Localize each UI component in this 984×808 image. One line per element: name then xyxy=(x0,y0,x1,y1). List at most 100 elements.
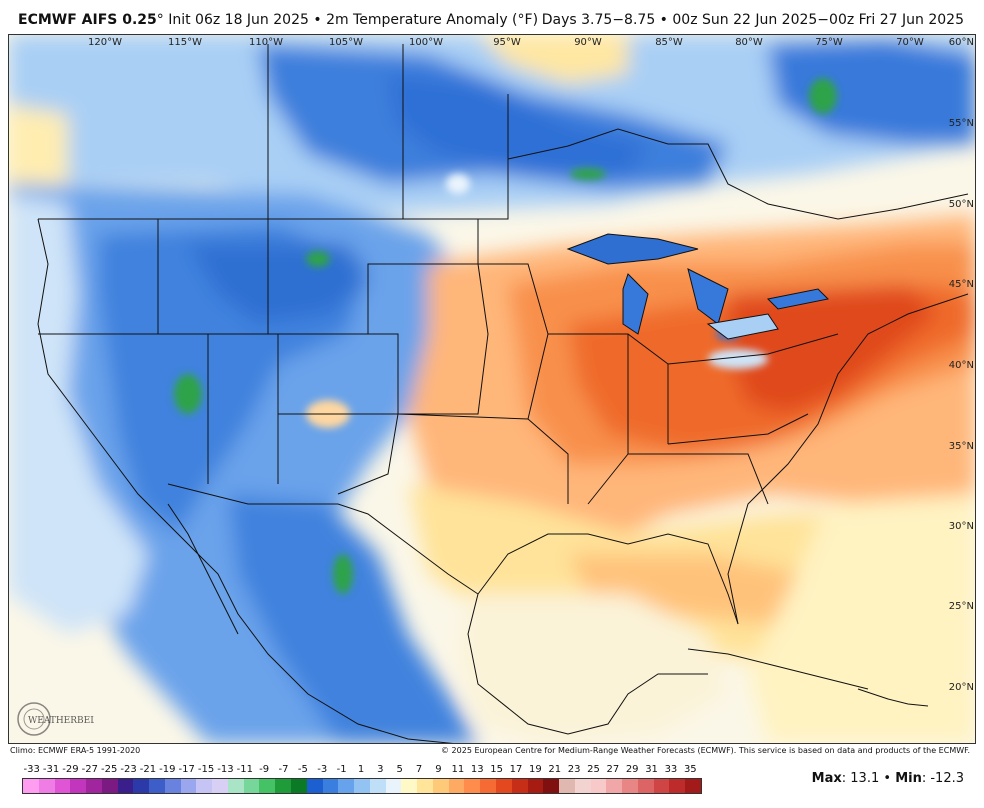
weatherbell-logo-mark: WEATHERBELL xyxy=(17,702,102,736)
lat-label: 60°N xyxy=(949,37,974,48)
color-swatch xyxy=(669,779,686,793)
logo-text: WEATHERBELL xyxy=(28,716,94,726)
stats-separator: • xyxy=(883,771,892,786)
lat-label: 45°N xyxy=(949,279,974,290)
lon-label: 120°W xyxy=(88,37,122,48)
max-min-stats: Max: 13.1 • Min: -12.3 xyxy=(811,771,964,786)
political-boundaries xyxy=(37,44,969,744)
color-scale-label: -11 xyxy=(236,764,253,775)
color-scale-label: -25 xyxy=(100,764,118,775)
min-label: Min xyxy=(895,771,922,786)
max-value: 13.1 xyxy=(850,771,880,786)
color-swatch xyxy=(227,779,244,793)
min-value: -12.3 xyxy=(930,771,964,786)
color-swatch xyxy=(259,779,276,793)
color-scale-legend: -33 -31 -29 -27 -25 -23 -21 -19 -17 -15 -13 -11 -9 -7… xyxy=(12,762,712,802)
color-swatch xyxy=(511,779,528,793)
color-scale-label: -5 xyxy=(297,764,308,775)
valid-period: Days 3.75−8.75 • 00z Sun 22 Jun 2025−00z… xyxy=(541,12,964,28)
color-scale-label: 21 xyxy=(548,764,562,775)
color-swatch xyxy=(543,779,560,793)
lon-label: 80°W xyxy=(735,37,763,48)
lon-label: 105°W xyxy=(329,37,363,48)
color-scale-label: 35 xyxy=(683,764,697,775)
color-swatch xyxy=(180,779,197,793)
color-scale-label: 15 xyxy=(490,764,503,775)
map-header: ECMWF AIFS 0.25° Init 06z 18 Jun 2025 • … xyxy=(0,0,984,34)
color-swatch xyxy=(70,779,87,793)
color-swatch xyxy=(448,779,465,793)
color-swatch xyxy=(23,779,39,793)
color-scale-label: 7 xyxy=(415,764,423,775)
color-swatch xyxy=(432,779,449,793)
color-scale-label: -33 xyxy=(23,764,40,775)
lat-label: 30°N xyxy=(949,521,974,532)
latitude-labels: 60°N 55°N 50°N 45°N 40°N 35°N 30°N 25°N … xyxy=(949,37,974,693)
lon-label: 70°W xyxy=(896,37,924,48)
color-swatch xyxy=(212,779,228,793)
color-scale-label: -3 xyxy=(317,764,328,775)
color-swatch xyxy=(117,779,134,793)
color-swatch xyxy=(164,779,181,793)
color-scale-label: -31 xyxy=(42,764,60,775)
longitude-labels: 120°W 115°W 110°W 105°W 100°W 95°W 90°W … xyxy=(88,37,924,48)
model-name: ECMWF AIFS 0.25 xyxy=(18,12,157,28)
color-scale-label: -17 xyxy=(178,764,195,775)
color-swatch xyxy=(480,779,496,793)
color-swatch xyxy=(38,779,55,793)
lat-label: 25°N xyxy=(949,601,974,612)
color-swatch xyxy=(574,779,591,793)
lat-label: 35°N xyxy=(949,441,974,452)
color-scale-label: 19 xyxy=(528,764,542,775)
color-scale-label: -21 xyxy=(139,764,157,775)
color-scale-label: 17 xyxy=(509,764,523,775)
map-frame xyxy=(8,34,976,744)
color-swatch xyxy=(622,779,638,793)
color-scale-label: 3 xyxy=(377,764,384,775)
color-scale-label: 1 xyxy=(357,764,365,775)
map-title: ECMWF AIFS 0.25° Init 06z 18 Jun 2025 • … xyxy=(18,12,538,28)
color-swatch xyxy=(559,779,575,793)
color-scale-label: 27 xyxy=(606,764,620,775)
lat-label: 40°N xyxy=(949,360,974,371)
color-swatch xyxy=(653,779,670,793)
color-swatch xyxy=(590,779,607,793)
color-swatch xyxy=(101,779,118,793)
color-scale-label: 23 xyxy=(567,764,581,775)
color-swatch xyxy=(306,779,323,793)
lat-label: 50°N xyxy=(949,199,974,210)
color-scale-label: 13 xyxy=(470,764,484,775)
color-swatch xyxy=(322,779,339,793)
title-separator: • xyxy=(313,12,322,28)
degree-symbol: ° xyxy=(156,12,164,28)
color-swatch xyxy=(385,779,402,793)
color-scale-label: -29 xyxy=(62,764,79,775)
lat-label: 55°N xyxy=(949,118,974,129)
lon-label: 75°W xyxy=(815,37,843,48)
color-swatch xyxy=(606,779,623,793)
color-scale-label: 11 xyxy=(451,764,465,775)
lon-label: 85°W xyxy=(655,37,683,48)
color-swatch xyxy=(417,779,433,793)
color-swatch xyxy=(685,779,701,793)
color-swatch xyxy=(133,779,150,793)
color-scale-label: -13 xyxy=(217,764,234,775)
color-swatch xyxy=(464,779,481,793)
color-scale-label: -19 xyxy=(159,764,176,775)
color-swatch xyxy=(275,779,292,793)
color-scale-label: 33 xyxy=(664,764,678,775)
color-scale-label: -9 xyxy=(259,764,270,775)
color-scale-labels: -33 -31 -29 -27 -25 -23 -21 -19 -17 -15 -13 -11 -9 -7… xyxy=(12,762,712,776)
lon-label: 95°W xyxy=(493,37,521,48)
color-scale-label: 9 xyxy=(435,764,442,775)
color-swatch xyxy=(86,779,102,793)
color-swatch xyxy=(291,779,307,793)
temperature-anomaly-map: 120°W 115°W 110°W 105°W 100°W 95°W 90°W … xyxy=(8,34,976,744)
lon-label: 110°W xyxy=(249,37,283,48)
anomaly-field xyxy=(8,34,976,744)
credit-row: Climo: ECMWF ERA-5 1991-2020 © 2025 Euro… xyxy=(0,745,984,757)
lat-label: 20°N xyxy=(949,682,974,693)
color-scale-label: 25 xyxy=(587,764,600,775)
color-swatch xyxy=(369,779,386,793)
init-time: Init 06z 18 Jun 2025 xyxy=(168,12,309,28)
